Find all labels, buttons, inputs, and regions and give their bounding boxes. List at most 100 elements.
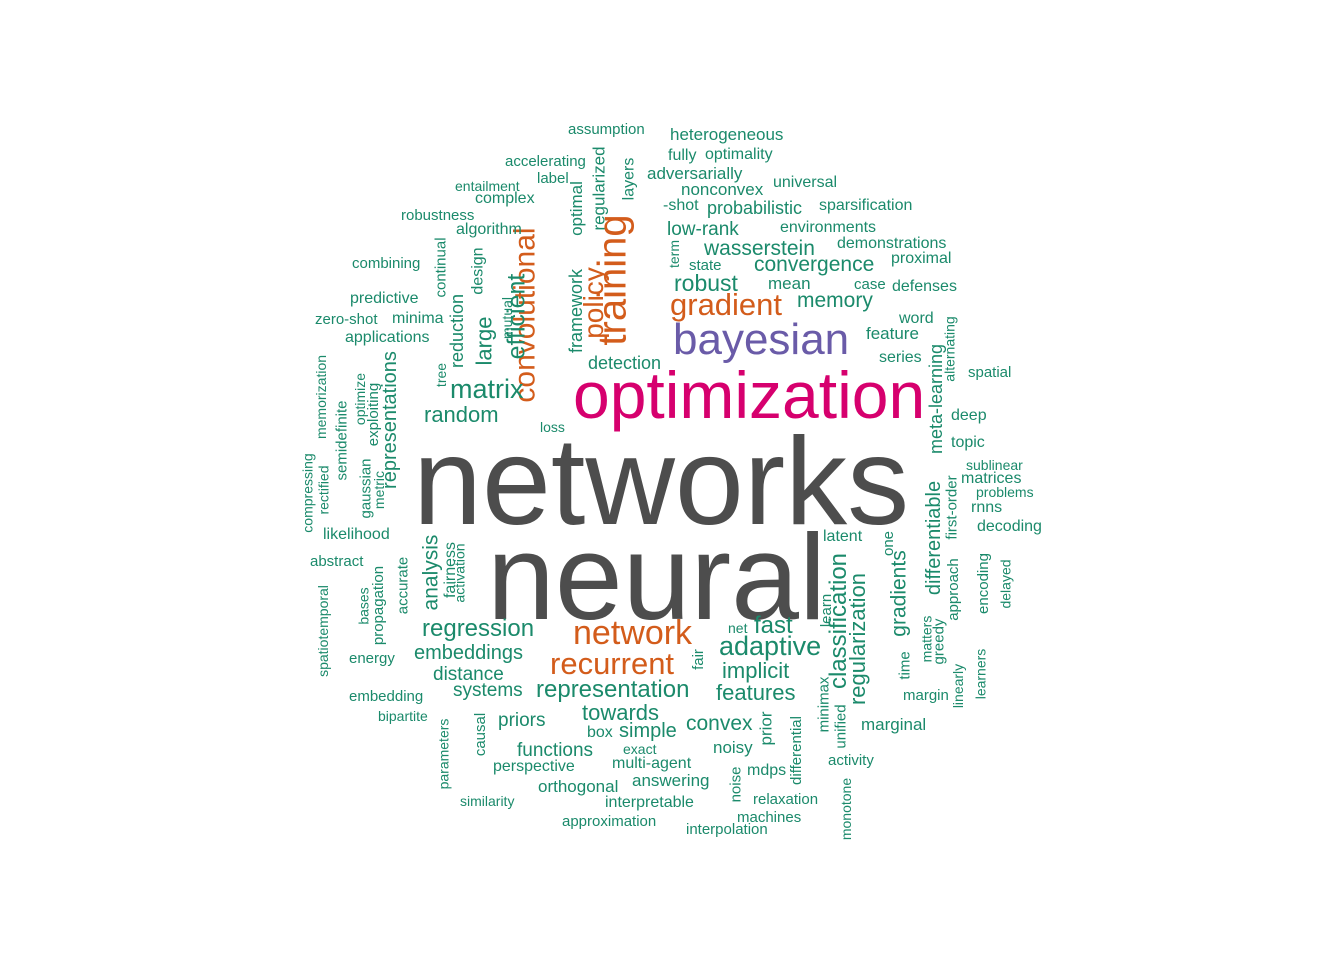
word-margin: margin bbox=[903, 687, 949, 704]
word-problems: problems bbox=[976, 484, 1034, 500]
word-shot: -shot bbox=[663, 197, 699, 214]
word-state: state bbox=[689, 257, 722, 274]
word-metric: metric bbox=[371, 470, 388, 510]
word-environments: environments bbox=[780, 219, 877, 236]
word-activity: activity bbox=[828, 752, 874, 769]
word-case: case bbox=[854, 276, 886, 293]
word-approach: approach bbox=[944, 558, 962, 621]
word-mean: mean bbox=[768, 274, 811, 293]
word-delayed: delayed bbox=[997, 559, 1014, 609]
word-spatiotemporal: spatiotemporal bbox=[314, 585, 331, 677]
word-assumption: assumption bbox=[568, 121, 645, 138]
word-net: net bbox=[728, 620, 748, 636]
word-learn: learn bbox=[818, 593, 836, 628]
word-applications: applications bbox=[345, 329, 430, 346]
word-box: box bbox=[587, 724, 613, 741]
word-semidefinite: semidefinite bbox=[333, 400, 351, 481]
word-proximal: proximal bbox=[891, 250, 952, 267]
word-monotone: monotone bbox=[838, 777, 855, 841]
word-feature: feature bbox=[866, 324, 919, 343]
word-robustness: robustness bbox=[401, 207, 475, 224]
word-encoding: encoding bbox=[974, 553, 992, 614]
word-bipartite: bipartite bbox=[378, 708, 428, 724]
word-parameters: parameters bbox=[435, 718, 452, 790]
word-word: word bbox=[899, 310, 934, 327]
word-interpolation: interpolation bbox=[686, 821, 768, 838]
word-series: series bbox=[879, 349, 922, 366]
word-combining: combining bbox=[352, 255, 421, 272]
word-zero-shot: zero-shot bbox=[315, 311, 378, 328]
word-recurrent: recurrent bbox=[550, 646, 675, 681]
word-sublinear: sublinear bbox=[966, 457, 1023, 473]
word-reduction: reduction bbox=[447, 293, 468, 369]
word-answering: answering bbox=[632, 771, 710, 790]
word-optimization: optimization bbox=[573, 358, 926, 432]
word-differentiable: differentiable bbox=[923, 480, 946, 596]
word-framework: framework bbox=[566, 268, 587, 354]
word-predictive: predictive bbox=[350, 290, 419, 307]
word-priors: priors bbox=[498, 710, 546, 731]
word-features: features bbox=[716, 680, 796, 705]
word-towards: towards bbox=[582, 700, 660, 725]
word-machines: machines bbox=[737, 809, 802, 826]
word-decoding: decoding bbox=[977, 518, 1042, 535]
word-activation: activation bbox=[451, 543, 468, 603]
word-perspective: perspective bbox=[493, 758, 575, 775]
word-adaptive: adaptive bbox=[719, 631, 822, 661]
word-fully: fully bbox=[668, 147, 697, 164]
word-latent: latent bbox=[823, 528, 863, 545]
word-topic: topic bbox=[951, 434, 985, 451]
word-time: time bbox=[896, 651, 914, 680]
word-approximation: approximation bbox=[562, 813, 657, 830]
word-representations: representations bbox=[378, 351, 401, 489]
word-one: one bbox=[880, 530, 898, 557]
word-accurate: accurate bbox=[394, 556, 412, 615]
word-orthogonal: orthogonal bbox=[538, 777, 619, 796]
word-demonstrations: demonstrations bbox=[837, 235, 947, 252]
word-embedding: embedding bbox=[349, 688, 424, 705]
word-noisy: noisy bbox=[713, 738, 753, 757]
word-loss: loss bbox=[540, 419, 565, 435]
word-propagation: propagation bbox=[370, 565, 388, 646]
word-probabilistic: probabilistic bbox=[707, 198, 803, 218]
word-universal: universal bbox=[773, 174, 838, 191]
word-robust: robust bbox=[674, 270, 738, 296]
word-simple: simple bbox=[619, 720, 677, 742]
word-linearly: linearly bbox=[950, 663, 967, 709]
word-relaxation: relaxation bbox=[753, 791, 819, 808]
word-network: network bbox=[573, 614, 693, 652]
word-memory: memory bbox=[797, 289, 873, 312]
word-neural: neural bbox=[487, 509, 827, 645]
word-distance: distance bbox=[433, 664, 504, 685]
word-optimal: optimal bbox=[566, 181, 586, 236]
word-spatial: spatial bbox=[968, 364, 1012, 381]
word-analysis: analysis bbox=[419, 534, 443, 611]
word-detection: detection bbox=[588, 353, 662, 373]
word-bases: bases bbox=[355, 587, 372, 625]
word-random: random bbox=[424, 402, 499, 427]
word-mdps: mdps bbox=[747, 762, 787, 779]
word-matrices: matrices bbox=[961, 470, 1022, 487]
word-rectified: rectified bbox=[315, 465, 332, 515]
word-exact: exact bbox=[623, 741, 657, 757]
word-greedy: greedy bbox=[930, 618, 948, 665]
word-regularization: regularization bbox=[845, 572, 871, 706]
word-marginal: marginal bbox=[861, 715, 927, 734]
word-defenses: defenses bbox=[892, 278, 957, 295]
word-accelerating: accelerating bbox=[505, 153, 586, 170]
word-algorithm: algorithm bbox=[456, 221, 522, 238]
word-functions: functions bbox=[517, 740, 594, 761]
word-rnns: rnns bbox=[971, 499, 1003, 516]
word-fast: fast bbox=[754, 612, 793, 639]
word-gradients: gradients bbox=[887, 550, 911, 637]
word-implicit: implicit bbox=[722, 658, 790, 683]
word-regularized: regularized bbox=[589, 146, 609, 231]
word-similarity: similarity bbox=[460, 793, 515, 809]
word-tree: tree bbox=[433, 362, 450, 388]
word-regression: regression bbox=[422, 615, 535, 642]
word-convergence: convergence bbox=[754, 253, 875, 276]
word-wasserstein: wasserstein bbox=[704, 237, 815, 260]
word-minima: minima bbox=[392, 310, 444, 327]
word-mutual: mutual bbox=[499, 296, 516, 340]
